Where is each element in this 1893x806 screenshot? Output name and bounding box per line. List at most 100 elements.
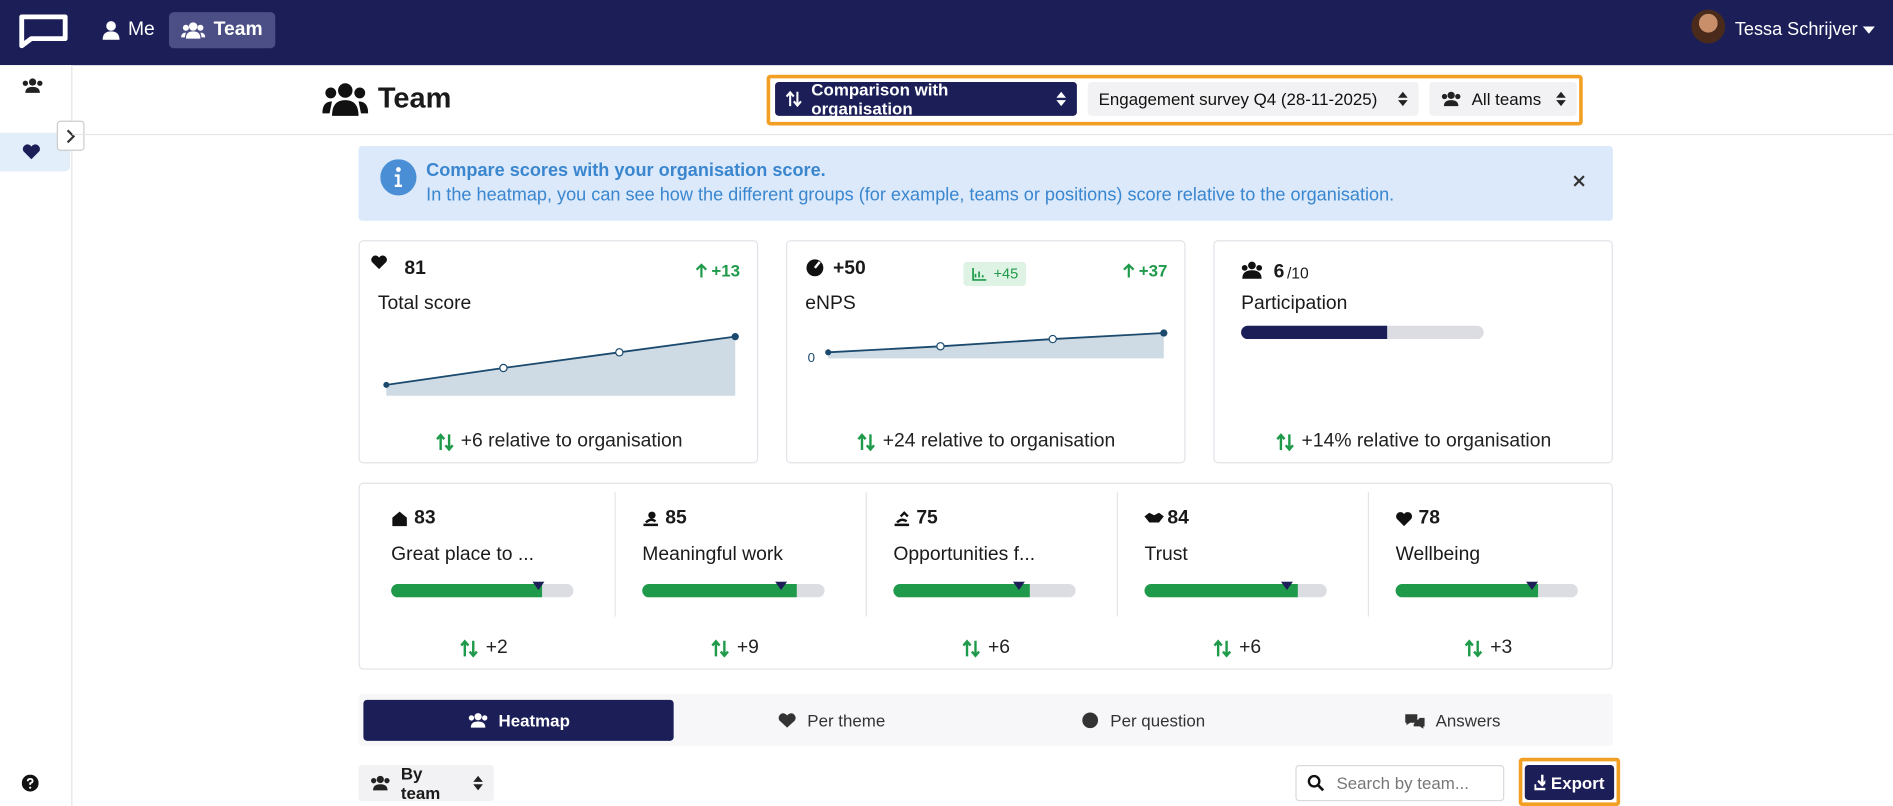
theme-divider (1116, 492, 1118, 617)
caret (1862, 25, 1875, 34)
theme-score: 84 (1167, 507, 1189, 529)
sparkline-point (825, 349, 832, 356)
team-icon (1256, 264, 1263, 271)
tab[interactable]: Answers (1332, 700, 1573, 741)
team-select-label: All teams (1471, 89, 1542, 109)
theme-icon (1396, 510, 1417, 527)
organisation-marker (1013, 574, 1026, 591)
tab[interactable]: Per theme (710, 700, 951, 741)
theme-bar (893, 583, 1031, 598)
theme-relative: +2 (291, 637, 677, 659)
enps-value: +50 (833, 258, 866, 279)
download-icon (1534, 774, 1545, 791)
group-select-label: By team (400, 763, 441, 803)
participation-max: /10 (1286, 264, 1309, 283)
theme-relative: +6 (1044, 637, 1430, 659)
chevron (66, 129, 76, 144)
tab-icon (778, 713, 796, 728)
enps-badge-text: +45 (993, 265, 1019, 283)
chart-icon (972, 267, 987, 281)
enps-relative: +24 relative to organisation (793, 431, 1179, 453)
theme-icon-svg (392, 511, 407, 527)
highlight-box (766, 74, 1583, 126)
card-graphics (371, 255, 1263, 396)
theme-relative-text: +2 (485, 637, 508, 658)
avatar[interactable] (1691, 9, 1726, 44)
user-icon (102, 21, 120, 40)
total-score-change-text: +13 (711, 260, 741, 280)
collapse-button[interactable] (56, 120, 85, 151)
team-icon (1242, 270, 1262, 279)
tab-active[interactable]: Heatmap (363, 699, 674, 741)
user-menu[interactable]: Tessa Schrijver (1735, 19, 1875, 40)
team-icon (1441, 91, 1461, 107)
theme-bar (1144, 583, 1298, 598)
up-arrow (696, 263, 708, 278)
enps-change-text: +37 (1138, 260, 1168, 280)
tab-label: Per question (1110, 710, 1206, 730)
team-icon (181, 22, 206, 39)
compare-icon (435, 432, 454, 451)
tab-label: Answers (1435, 710, 1501, 730)
organisation-marker (1526, 574, 1539, 591)
help-icon[interactable] (21, 774, 39, 792)
sparkline (828, 332, 1164, 354)
theme-score: 83 (414, 507, 436, 529)
heart-icon (22, 144, 40, 160)
select-caret (473, 775, 483, 791)
theme-bar (642, 583, 798, 598)
total-score-relative: +6 relative to organisation (366, 431, 752, 453)
logo[interactable] (17, 12, 70, 49)
export-highlight (1518, 757, 1621, 806)
total-score-label: Total score (377, 293, 472, 314)
participation-relative-row: +14% relative to organisation (1276, 431, 1551, 453)
theme-relative-row: +9 (711, 637, 759, 659)
user-name: Tessa Schrijver (1734, 19, 1858, 40)
up-arrow (1123, 263, 1135, 278)
theme-icon (391, 510, 412, 527)
theme-label: Wellbeing (1395, 544, 1481, 565)
theme-relative-row: +2 (460, 637, 508, 659)
survey-select[interactable]: Engagement survey Q4 (28-11-2025) (1087, 82, 1419, 116)
marker-shape (774, 581, 787, 591)
theme-relative-text: +3 (1490, 637, 1513, 658)
theme-relative-row: +3 (1465, 637, 1512, 659)
tab[interactable]: Per question (1021, 700, 1262, 741)
sparkline-point (936, 342, 945, 351)
organisation-marker (774, 574, 787, 591)
enps-change: +37 (1071, 260, 1168, 280)
compare-select[interactable]: Comparison with organisation (775, 80, 1077, 118)
theme-relative-text: +6 (1239, 637, 1262, 658)
search-icon (1307, 774, 1325, 792)
theme-divider (614, 492, 616, 617)
info-banner: Compare scores with your organisation sc… (358, 145, 1613, 221)
tab-label: Heatmap (498, 710, 570, 730)
nav-team[interactable]: Team (169, 12, 275, 49)
group-select[interactable]: By team (358, 763, 494, 803)
export-button[interactable]: Export (1524, 764, 1615, 800)
theme-icon (893, 510, 914, 527)
enps-label: eNPS (805, 293, 856, 314)
theme-icon (642, 510, 663, 527)
organisation-marker (1280, 574, 1293, 591)
theme-icon-svg (643, 511, 658, 527)
tab-icon (1405, 714, 1425, 729)
nav-me[interactable]: Me (91, 12, 167, 48)
search-input[interactable]: Search by team... (1295, 764, 1505, 802)
enps-badge: +45 (963, 261, 1027, 286)
total-score-relative-row: +6 relative to organisation (435, 431, 683, 453)
side-team-icon[interactable] (21, 76, 45, 95)
top-nav: Me Team Tessa Schrijver (0, 0, 1893, 66)
theme-label: Trust (1144, 544, 1188, 565)
select-caret (1056, 91, 1067, 107)
compare-icon (1276, 432, 1295, 451)
select-caret (1556, 91, 1566, 107)
theme-relative: +9 (542, 637, 928, 659)
sparkline-point (1160, 329, 1168, 337)
team-select[interactable]: All teams (1429, 82, 1577, 116)
sparkline-point (731, 333, 739, 341)
close-icon[interactable] (1573, 175, 1585, 187)
info-icon (380, 159, 417, 196)
